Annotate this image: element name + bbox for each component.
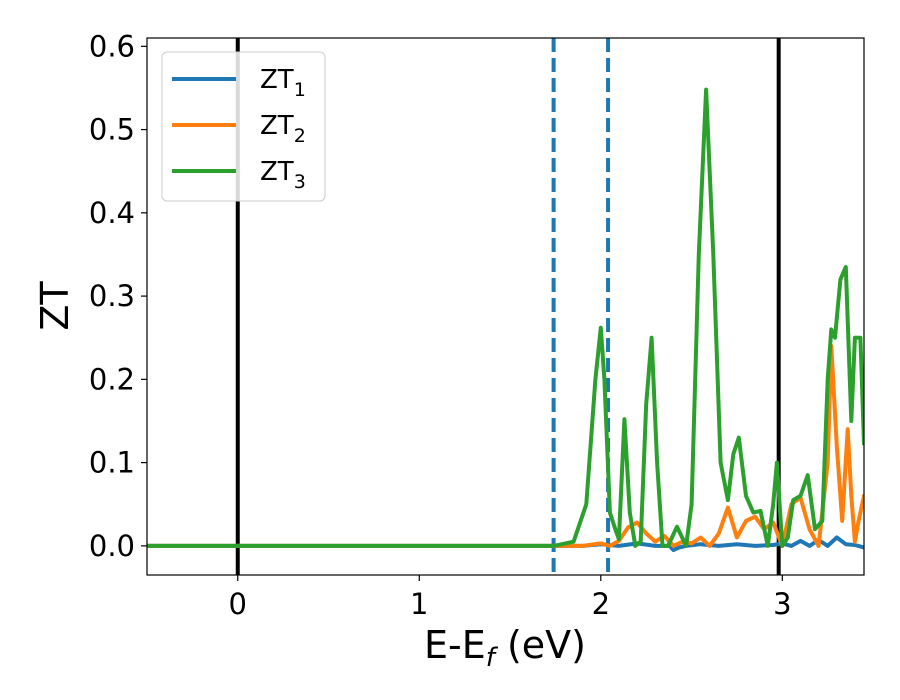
x-tick-label: 3 bbox=[773, 587, 791, 621]
x-axis-title: E-Ef (eV) bbox=[424, 623, 586, 673]
x-tick-label: 1 bbox=[410, 587, 428, 621]
y-tick-label: 0.3 bbox=[89, 279, 135, 313]
legend-box bbox=[161, 51, 326, 202]
x-tick-label: 0 bbox=[229, 587, 247, 621]
y-tick-label: 0.6 bbox=[89, 29, 135, 63]
y-tick-label: 0.4 bbox=[89, 196, 135, 230]
y-tick-label: 0.1 bbox=[89, 446, 135, 480]
series-line-1 bbox=[147, 535, 864, 552]
legend-label-1: ZT1 bbox=[260, 65, 306, 101]
legend-label-3: ZT3 bbox=[260, 157, 306, 193]
y-tick-label: 0.5 bbox=[89, 113, 135, 147]
y-tick-label: 0.2 bbox=[89, 362, 135, 396]
plot-frame bbox=[146, 37, 865, 576]
series-lines bbox=[147, 87, 864, 552]
y-tick-label: 0.0 bbox=[89, 529, 135, 563]
x-tick-label: 2 bbox=[592, 587, 610, 621]
legend: ZT1 ZT2 ZT3 bbox=[161, 51, 326, 202]
legend-label-2: ZT2 bbox=[260, 111, 306, 147]
series-line-3 bbox=[147, 87, 864, 548]
x-axis-ticks: 0 1 2 3 bbox=[229, 575, 792, 621]
series-line-2 bbox=[147, 344, 864, 548]
y-axis-title: ZT bbox=[33, 281, 77, 331]
y-axis-ticks: 0.0 0.1 0.2 0.3 0.4 0.5 0.6 bbox=[89, 29, 147, 563]
